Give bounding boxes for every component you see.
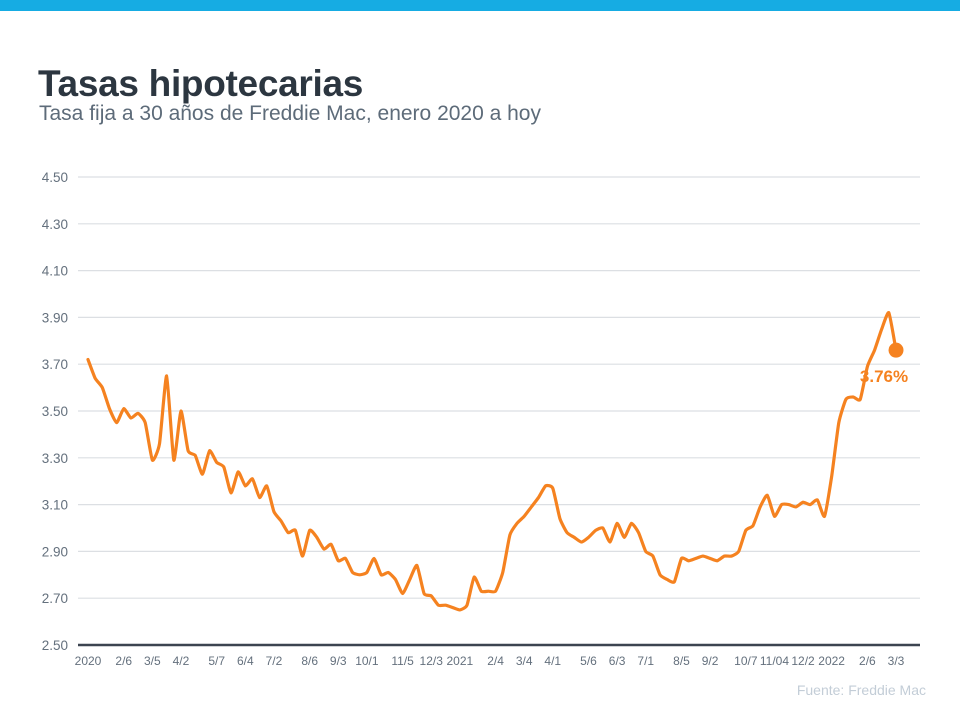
x-axis-tick-label: 11/04 bbox=[760, 654, 789, 668]
x-axis-tick-label: 9/3 bbox=[330, 654, 347, 668]
x-axis-tick-label: 3/4 bbox=[516, 654, 533, 668]
y-axis-tick-label: 3.50 bbox=[42, 404, 68, 419]
x-axis-tick-label: 2/6 bbox=[115, 654, 132, 668]
x-axis-tick-label: 8/6 bbox=[301, 654, 318, 668]
x-axis-tick-label: 3/5 bbox=[144, 654, 161, 668]
x-axis-tick-label: 5/7 bbox=[208, 654, 225, 668]
y-axis-tick-label: 4.50 bbox=[42, 170, 68, 185]
page-title: Tasas hipotecarias bbox=[38, 62, 364, 104]
y-axis-tick-label: 2.70 bbox=[42, 591, 68, 606]
x-axis-tick-label: 3/3 bbox=[888, 654, 905, 668]
x-axis-tick-label: 2021 bbox=[446, 654, 473, 668]
y-axis-tick-label: 3.10 bbox=[42, 498, 68, 513]
y-axis-tick-label: 4.10 bbox=[42, 264, 68, 279]
x-axis-tick-label: 2022 bbox=[818, 654, 845, 668]
y-axis-tick-label: 2.90 bbox=[42, 544, 68, 559]
x-axis-tick-label: 9/2 bbox=[702, 654, 719, 668]
x-axis-tick-label: 12/2 bbox=[791, 654, 815, 668]
x-axis-tick-label: 6/4 bbox=[237, 654, 254, 668]
x-axis-tick-label: 8/5 bbox=[673, 654, 690, 668]
page-subtitle: Tasa fija a 30 años de Freddie Mac, ener… bbox=[39, 102, 541, 125]
y-axis-tick-label: 3.90 bbox=[42, 310, 68, 325]
x-axis-tick-label: 7/1 bbox=[637, 654, 654, 668]
y-axis-labels: 4.50 4.30 4.10 3.90 3.70 3.50 3.30 3.10 2.90 2.70… bbox=[42, 170, 68, 653]
x-axis-labels: 2020 2/6 3/5 4/2 5/7 6/4 7/2 8/6 9/3 10/1 11/5 12/3… bbox=[75, 654, 905, 668]
x-axis-tick-label: 5/6 bbox=[580, 654, 597, 668]
x-axis-tick-label: 4/1 bbox=[544, 654, 561, 668]
accent-bar bbox=[0, 0, 960, 11]
y-axis-tick-label: 4.30 bbox=[42, 217, 68, 232]
end-point-marker bbox=[888, 342, 904, 358]
x-axis-tick-label: 2/6 bbox=[859, 654, 876, 668]
x-axis-tick-label: 10/7 bbox=[734, 654, 758, 668]
y-axis-tick-label: 3.70 bbox=[42, 357, 68, 372]
x-axis-tick-label: 11/5 bbox=[391, 654, 414, 668]
y-axis-tick-label: 3.30 bbox=[42, 451, 68, 466]
grid-lines bbox=[78, 176, 920, 647]
x-axis-tick-label: 4/2 bbox=[173, 654, 190, 668]
x-axis-tick-label: 12/3 bbox=[420, 654, 444, 668]
source-note: Fuente: Freddie Mac bbox=[796, 682, 926, 698]
end-value-label: 3.76% bbox=[860, 367, 908, 386]
rate-line-series bbox=[86, 311, 898, 612]
x-axis-tick-label: 6/3 bbox=[609, 654, 626, 668]
y-axis-tick-label: 2.50 bbox=[42, 638, 68, 653]
x-axis-tick-label: 7/2 bbox=[266, 654, 283, 668]
x-axis-tick-label: 2020 bbox=[75, 654, 102, 668]
x-axis-tick-label: 10/1 bbox=[355, 654, 379, 668]
x-axis-tick-label: 2/4 bbox=[487, 654, 504, 668]
